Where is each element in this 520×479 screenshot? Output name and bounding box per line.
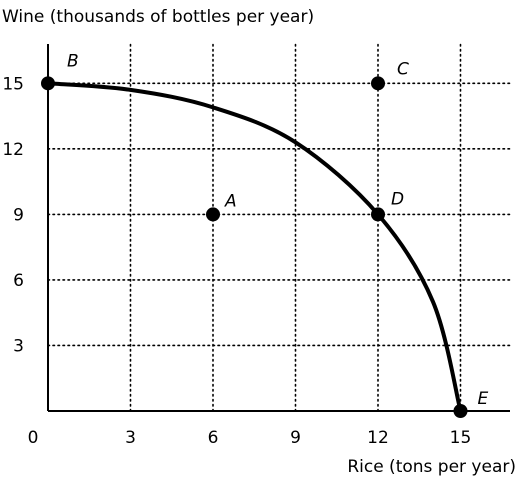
data-points: A B C D E <box>41 51 489 418</box>
x-axis-title: Rice (tons per year) <box>347 457 516 477</box>
y-axis-title: Wine (thousands of bottles per year) <box>2 7 314 27</box>
x-tick-label-3: 3 <box>125 428 136 448</box>
x-tick-label-15: 15 <box>450 428 472 448</box>
point-a <box>206 207 220 222</box>
origin-label: 0 <box>28 428 39 448</box>
gridlines <box>47 43 511 412</box>
point-c <box>371 76 385 91</box>
y-tick-label-15: 15 <box>2 74 24 94</box>
axes <box>47 44 510 412</box>
x-tick-label-9: 9 <box>290 428 301 448</box>
tick-labels: 3 6 9 12 15 3 6 9 12 15 <box>2 74 471 448</box>
y-tick-label-3: 3 <box>13 336 24 356</box>
x-tick-label-6: 6 <box>208 428 219 448</box>
point-d <box>371 207 385 222</box>
point-label-d: D <box>391 189 404 209</box>
point-b <box>41 76 55 91</box>
point-label-a: A <box>224 191 237 211</box>
point-label-b: B <box>67 51 79 71</box>
y-tick-label-6: 6 <box>13 271 24 291</box>
y-tick-label-9: 9 <box>13 205 24 225</box>
point-label-c: C <box>397 59 409 79</box>
point-label-e: E <box>478 389 489 409</box>
x-tick-label-12: 12 <box>367 428 389 448</box>
y-tick-label-12: 12 <box>2 140 24 160</box>
point-e <box>453 404 468 418</box>
ppf-curve <box>46 81 463 413</box>
